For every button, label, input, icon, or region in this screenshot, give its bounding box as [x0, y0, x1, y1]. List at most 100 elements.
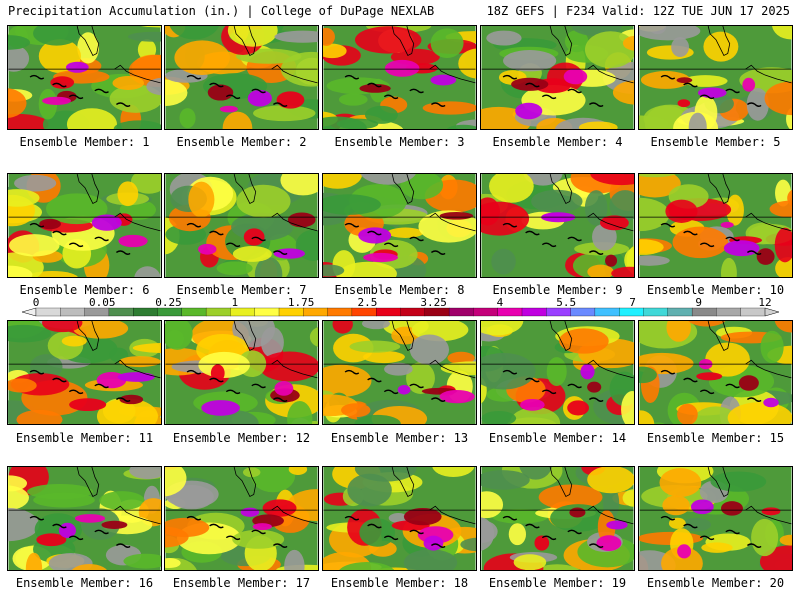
ensemble-member-label: Ensemble Member: 12	[172, 431, 311, 445]
colorbar-swatch	[448, 307, 474, 317]
precip-map	[7, 25, 162, 130]
precip-map	[638, 320, 793, 425]
ensemble-panel	[638, 25, 793, 130]
ensemble-panel	[164, 25, 319, 130]
precip-map	[164, 466, 319, 571]
colorbar-swatch	[740, 307, 766, 317]
colorbar-swatch	[157, 307, 183, 317]
ensemble-member-label: Ensemble Member: 1	[19, 135, 150, 149]
ensemble-member-label: Ensemble Member: 6	[19, 283, 150, 297]
ensemble-member-label: Ensemble Member: 9	[492, 283, 623, 297]
ensemble-panel	[164, 466, 319, 571]
colorbar-swatch	[303, 307, 329, 317]
ensemble-member-label: Ensemble Member: 18	[330, 576, 469, 590]
colorbar-tick-label: 1	[231, 298, 238, 309]
colorbar-swatch	[691, 307, 717, 317]
precip-map	[480, 320, 635, 425]
colorbar-swatch	[278, 307, 304, 317]
ensemble-member-label: Ensemble Member: 17	[172, 576, 311, 590]
ensemble-panel	[480, 320, 635, 425]
ensemble-panel	[7, 25, 162, 130]
colorbar-swatch	[230, 307, 256, 317]
precip-map	[480, 466, 635, 571]
colorbar-swatch	[108, 307, 134, 317]
colorbar-tick-label: 3.25	[420, 298, 447, 309]
colorbar-tick-label: 7	[629, 298, 636, 309]
ensemble-member-label: Ensemble Member: 16	[15, 576, 154, 590]
colorbar-swatch	[376, 307, 401, 317]
ensemble-panel	[322, 25, 477, 130]
ensemble-member-label: Ensemble Member: 5	[650, 135, 781, 149]
precip-map	[322, 466, 477, 571]
ensemble-panel	[480, 466, 635, 571]
run-valid-time: 18Z GEFS | F234 Valid: 12Z TUE JUN 17 20…	[486, 4, 790, 18]
colorbar-tick-label: 0	[33, 298, 40, 309]
colorbar-tick-label: 0.25	[155, 298, 182, 309]
ensemble-panel	[322, 173, 477, 278]
ensemble-member-label: Ensemble Member: 2	[176, 135, 307, 149]
ensemble-member-label: Ensemble Member: 15	[646, 431, 785, 445]
colorbar-swatch	[181, 307, 207, 317]
ensemble-member-label: Ensemble Member: 19	[488, 576, 627, 590]
colorbar-tick-label: 2.5	[357, 298, 377, 309]
ensemble-member-label: Ensemble Member: 7	[176, 283, 307, 297]
colorbar-swatch	[424, 307, 450, 317]
colorbar-swatch	[667, 307, 693, 317]
ensemble-member-label: Ensemble Member: 3	[334, 135, 465, 149]
colorbar-tick-label: 9	[695, 298, 702, 309]
ensemble-panel	[322, 320, 477, 425]
precip-map	[322, 25, 477, 130]
colorbar-tick-label: 12	[758, 298, 771, 309]
precip-map	[164, 25, 319, 130]
ensemble-member-label: Ensemble Member: 14	[488, 431, 627, 445]
colorbar-swatch	[254, 307, 280, 317]
ensemble-member-label: Ensemble Member: 20	[646, 576, 785, 590]
colorbar-swatch	[400, 307, 426, 317]
colorbar-swatch	[521, 307, 547, 317]
colorbar-tick-label: 5.5	[556, 298, 576, 309]
precip-map	[638, 25, 793, 130]
ensemble-panel	[638, 320, 793, 425]
ensemble-member-label: Ensemble Member: 8	[334, 283, 465, 297]
colorbar-swatch	[84, 307, 110, 317]
colorbar-swatch	[327, 307, 353, 317]
colorbar-swatch	[570, 307, 596, 317]
ensemble-panel	[638, 173, 793, 278]
colorbar-swatch	[619, 307, 644, 317]
colorbar-swatch	[716, 307, 742, 317]
precip-map	[322, 320, 477, 425]
ensemble-member-label: Ensemble Member: 13	[330, 431, 469, 445]
ensemble-member-label: Ensemble Member: 11	[15, 431, 154, 445]
colorbar-swatch	[594, 307, 620, 317]
colorbar-tick-label: 1.75	[288, 298, 315, 309]
precip-map	[7, 173, 162, 278]
precip-map	[638, 466, 793, 571]
precip-map	[480, 173, 635, 278]
precip-map	[7, 466, 162, 571]
colorbar-swatch	[35, 307, 61, 317]
colorbar-swatch	[643, 307, 669, 317]
ensemble-panel	[164, 320, 319, 425]
colorbar-swatch	[133, 307, 158, 317]
colorbar-swatch	[497, 307, 523, 317]
ensemble-panel	[480, 173, 635, 278]
precip-colorbar: 0 0.05 0.25 1 1.75 2.5 3.25 4 5.5 7 9 12	[21, 298, 780, 317]
ensemble-member-label: Ensemble Member: 10	[646, 283, 785, 297]
colorbar-tick-label: 4	[497, 298, 504, 309]
precip-map	[7, 320, 162, 425]
precip-map	[322, 173, 477, 278]
precip-map	[164, 173, 319, 278]
colorbar-swatch	[473, 307, 499, 317]
precip-map	[480, 25, 635, 130]
ensemble-panel	[164, 173, 319, 278]
ensemble-member-label: Ensemble Member: 4	[492, 135, 623, 149]
ensemble-panel	[322, 466, 477, 571]
colorbar-swatch	[351, 307, 377, 317]
colorbar-tick-label: 0.05	[89, 298, 116, 309]
map-title: Precipitation Accumulation (in.) | Colle…	[8, 4, 435, 18]
ensemble-panel	[638, 466, 793, 571]
colorbar-swatch	[546, 307, 572, 317]
colorbar-max-arrow	[764, 307, 780, 317]
precip-map	[638, 173, 793, 278]
ensemble-panel	[7, 320, 162, 425]
